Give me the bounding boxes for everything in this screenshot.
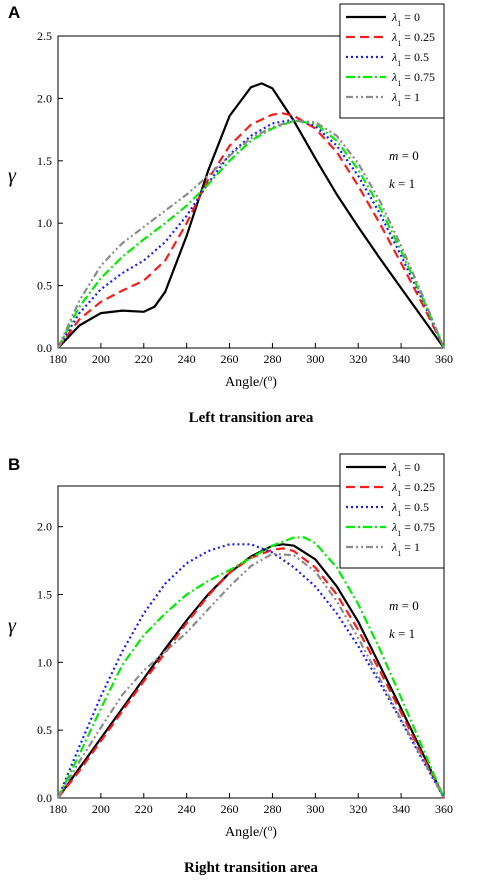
annotation-m: m = 0 [389,148,419,163]
y-axis-label: γ [8,165,17,187]
x-tick-label: 300 [306,802,324,816]
series-line [57,552,445,799]
legend-label: λ1 = 0.25 [391,30,435,48]
legend-label: λ1 = 0.25 [391,480,435,498]
x-tick-label: 320 [349,802,367,816]
x-tick-label: 260 [221,802,239,816]
panel-letter: B [8,455,20,474]
series-line [57,82,445,349]
legend-label: λ1 = 0.75 [391,70,435,88]
y-tick-label: 1.0 [37,216,52,230]
x-tick-label: 360 [435,802,453,816]
y-tick-label: 2.0 [37,91,52,105]
series-line [57,536,446,799]
annotation-k: k = 1 [389,176,415,191]
x-tick-label: 240 [178,352,196,366]
chart-panel-b: B 180 200 220 240 260 280 300 320 340 360 0.0 0.5 1.0… [8,453,453,876]
annotation-m: m = 0 [389,598,419,613]
annotation-k: k = 1 [389,626,415,641]
legend-label: λ1 = 0.75 [391,520,435,538]
legend-label: λ1 = 0.5 [391,50,429,68]
x-tick-label: 260 [221,352,239,366]
x-tick-label: 220 [135,802,153,816]
series-line [57,543,445,799]
x-tick-label: 280 [263,352,281,366]
legend-label: λ1 = 0 [391,460,420,478]
x-tick-label: 200 [92,352,110,366]
legend-box [339,3,445,119]
legend-box [339,453,445,569]
plot-frame [57,485,445,799]
series-line [56,119,446,349]
x-tick-label: 220 [135,352,153,366]
x-tick-label: 180 [49,802,67,816]
x-tick-label: 340 [392,802,410,816]
x-tick-label: 200 [92,802,110,816]
chart-title: Right transition area [184,860,318,876]
x-tick-label: 300 [306,352,324,366]
x-tick-label: 180 [49,352,67,366]
y-tick-label: 2.0 [37,520,52,534]
y-tick-label: 0.0 [37,341,52,355]
x-axis-label: Angle/(o) [225,823,277,840]
series-line [57,112,445,349]
y-tick-label: 1.0 [37,655,52,669]
series-line [56,543,445,799]
chart-panel-a: A 180 200 220 240 260 280 300 320 340 360 0.0 0.5 1.0… [8,3,453,426]
x-tick-label: 340 [392,352,410,366]
series-line [57,547,445,799]
y-tick-label: 0.0 [37,791,52,805]
legend-label: λ1 = 1 [391,540,420,558]
plot-frame [57,35,445,349]
x-tick-label: 320 [349,352,367,366]
y-tick-label: 0.5 [37,723,52,737]
x-tick-label: 360 [435,352,453,366]
chart-title: Left transition area [189,410,314,426]
legend-label: λ1 = 0.5 [391,500,429,518]
y-axis-label: γ [8,615,17,637]
y-tick-label: 2.5 [37,29,52,43]
x-axis-label: Angle/(o) [225,373,277,390]
y-tick-label: 1.5 [37,154,52,168]
y-tick-label: 1.5 [37,588,52,602]
x-tick-label: 280 [263,802,281,816]
series-line [57,119,446,349]
y-tick-label: 0.5 [37,279,52,293]
x-tick-label: 240 [178,802,196,816]
series-line [57,118,446,349]
legend-label: λ1 = 0 [391,10,420,28]
legend-label: λ1 = 1 [391,90,420,108]
panel-letter: A [8,3,20,22]
